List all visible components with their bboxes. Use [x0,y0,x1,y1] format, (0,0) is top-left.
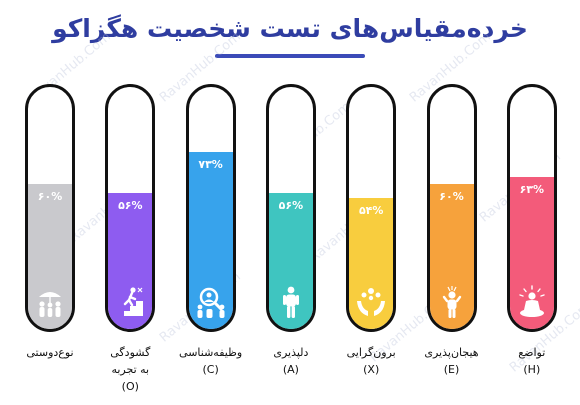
tube-bar: ۵۶% [105,84,156,332]
people-umbrella-icon [28,285,72,319]
team-magnifier-icon [189,285,233,319]
bar-value-label: ۶۰% [439,190,464,203]
bar-category-label: برون‌گرایی (X) [346,346,396,376]
bar-category-label: دلپذیری (A) [273,346,309,376]
bar-value-label: ۵۶% [118,199,143,212]
bar-value-label: ۶۳% [519,183,545,196]
bar-value-label: ۵۴% [358,204,384,217]
bar-value-label: ۵۶% [278,199,304,212]
bar-category-label: وظیفه‌شناسی (C) [179,346,243,376]
tube-bar: ۵۴% [346,84,397,332]
tube-bar: ۶۳% [506,84,557,332]
tube-bar: ۶۰% [25,84,75,332]
bar-value-label: ۶۰% [37,190,63,203]
bar-category-label: گشودگی به تجربه (O) [110,346,151,393]
stressed-person-icon [430,285,474,319]
bar-category-label: تواضع (H) [518,346,546,376]
chart-title: خرده‌مقیاس‌های تست شخصیت هگزاکو [52,14,528,43]
meditating-person-icon [510,285,554,319]
tube-bar: ۵۶% [265,84,316,332]
person-climbing-stairs-icon [108,285,152,319]
bar-fill [349,198,394,329]
bar-category-label: هیجان‌پذیری (E) [424,346,479,376]
hands-sharing-icon [349,285,393,319]
bar-value-label: ۷۳% [198,158,223,171]
tube-bar: ۷۳% [185,84,236,332]
title-underline [215,54,365,58]
bar-fill [188,152,233,329]
bar-category-label: نوع‌دوستی [26,346,74,359]
tube-bar: ۶۰% [426,84,477,332]
standing-person-icon [269,285,313,319]
